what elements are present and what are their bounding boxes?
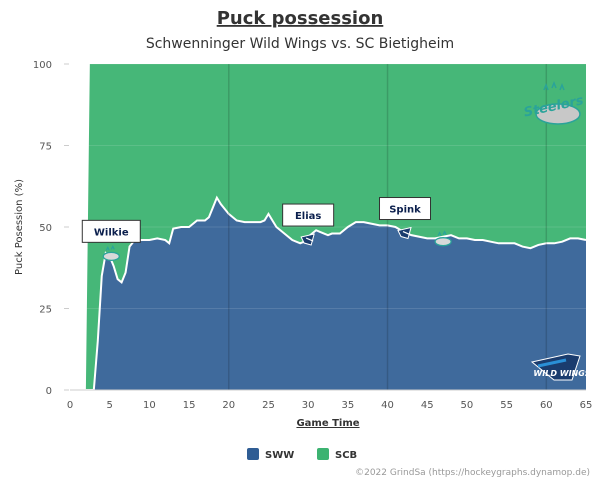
steelers-marker-stars [105,244,115,251]
wild-wings-marker-stroke [402,230,411,236]
x-tick-label: 45 [421,400,434,411]
credit-link[interactable]: ©2022 GrindSa (https://hockeygraphs.dyna… [355,468,590,478]
wild-wings-marker-stroke [305,237,314,242]
annotation-marker-3[interactable] [434,230,452,247]
x-tick-label: 20 [222,400,235,411]
wild-wings-logo-lettering: WILD WINGS [533,369,590,378]
y-tick-label: 100 [33,60,52,71]
x-tick-label: 50 [461,400,474,411]
x-tick-label: 40 [381,400,394,411]
y-axis-title: Puck Posession (%) [14,179,25,275]
wild-wings-marker-icon [300,233,315,246]
x-tick-label: 10 [143,400,156,411]
chart-subtitle: Schwenninger Wild Wings vs. SC Bietighei… [146,36,454,52]
x-tick-label: 30 [302,400,315,411]
chart-title: Puck possession [217,8,384,29]
y-tick-label: 50 [39,223,52,234]
wild-wings-logo: WILD WINGS [530,353,591,381]
y-tick-label: 0 [46,386,52,397]
plot-area: 0 25 50 75 100 0 5 10 15 20 25 30 35 40 45 50 55 60 65 Wilk… [33,60,592,411]
steelers-logo-stars [543,80,565,91]
annotation-label: Spink [389,205,421,216]
steelers-logo-puck [535,103,581,125]
annotation-elias[interactable]: Elias [282,203,335,246]
y-tick-label: 75 [39,142,52,153]
legend-item-scb[interactable]: SCB [317,448,357,461]
steelers-marker-icon [102,251,120,261]
x-axis-title: Game Time [296,418,359,429]
annotation-box [81,219,141,243]
x-tick-label: 65 [580,400,593,411]
x-tick-label: 25 [262,400,275,411]
wild-wings-marker-icon [397,226,412,240]
wild-wings-logo-stripe [537,358,567,368]
annotation-box [282,203,335,227]
area-scb [80,64,586,390]
annotation-wilkie[interactable]: Wilkie [81,219,141,261]
x-tick-label: 5 [107,400,113,411]
legend: SWW SCB [247,448,357,461]
wild-wings-logo-shield [530,353,581,381]
area-sww [80,197,586,390]
legend-label-sww: SWW [265,450,294,461]
legend-swatch-scb [317,448,329,460]
y-tick-label: 25 [39,305,52,316]
annotation-spink[interactable]: Spink [379,197,432,240]
x-tick-label: 55 [500,400,513,411]
annotation-label: Elias [295,211,321,222]
x-tick-label: 60 [540,400,553,411]
steelers-marker-stars [437,230,447,236]
x-tick-label: 35 [341,400,354,411]
annotation-label: Wilkie [94,227,129,238]
x-tick-label: 15 [183,400,196,411]
legend-item-sww[interactable]: SWW [247,448,294,461]
steelers-marker-icon [434,237,452,247]
x-tick-label: 0 [67,400,73,411]
legend-swatch-sww [247,448,259,460]
legend-label-scb: SCB [335,450,357,461]
annotation-box [379,197,432,221]
